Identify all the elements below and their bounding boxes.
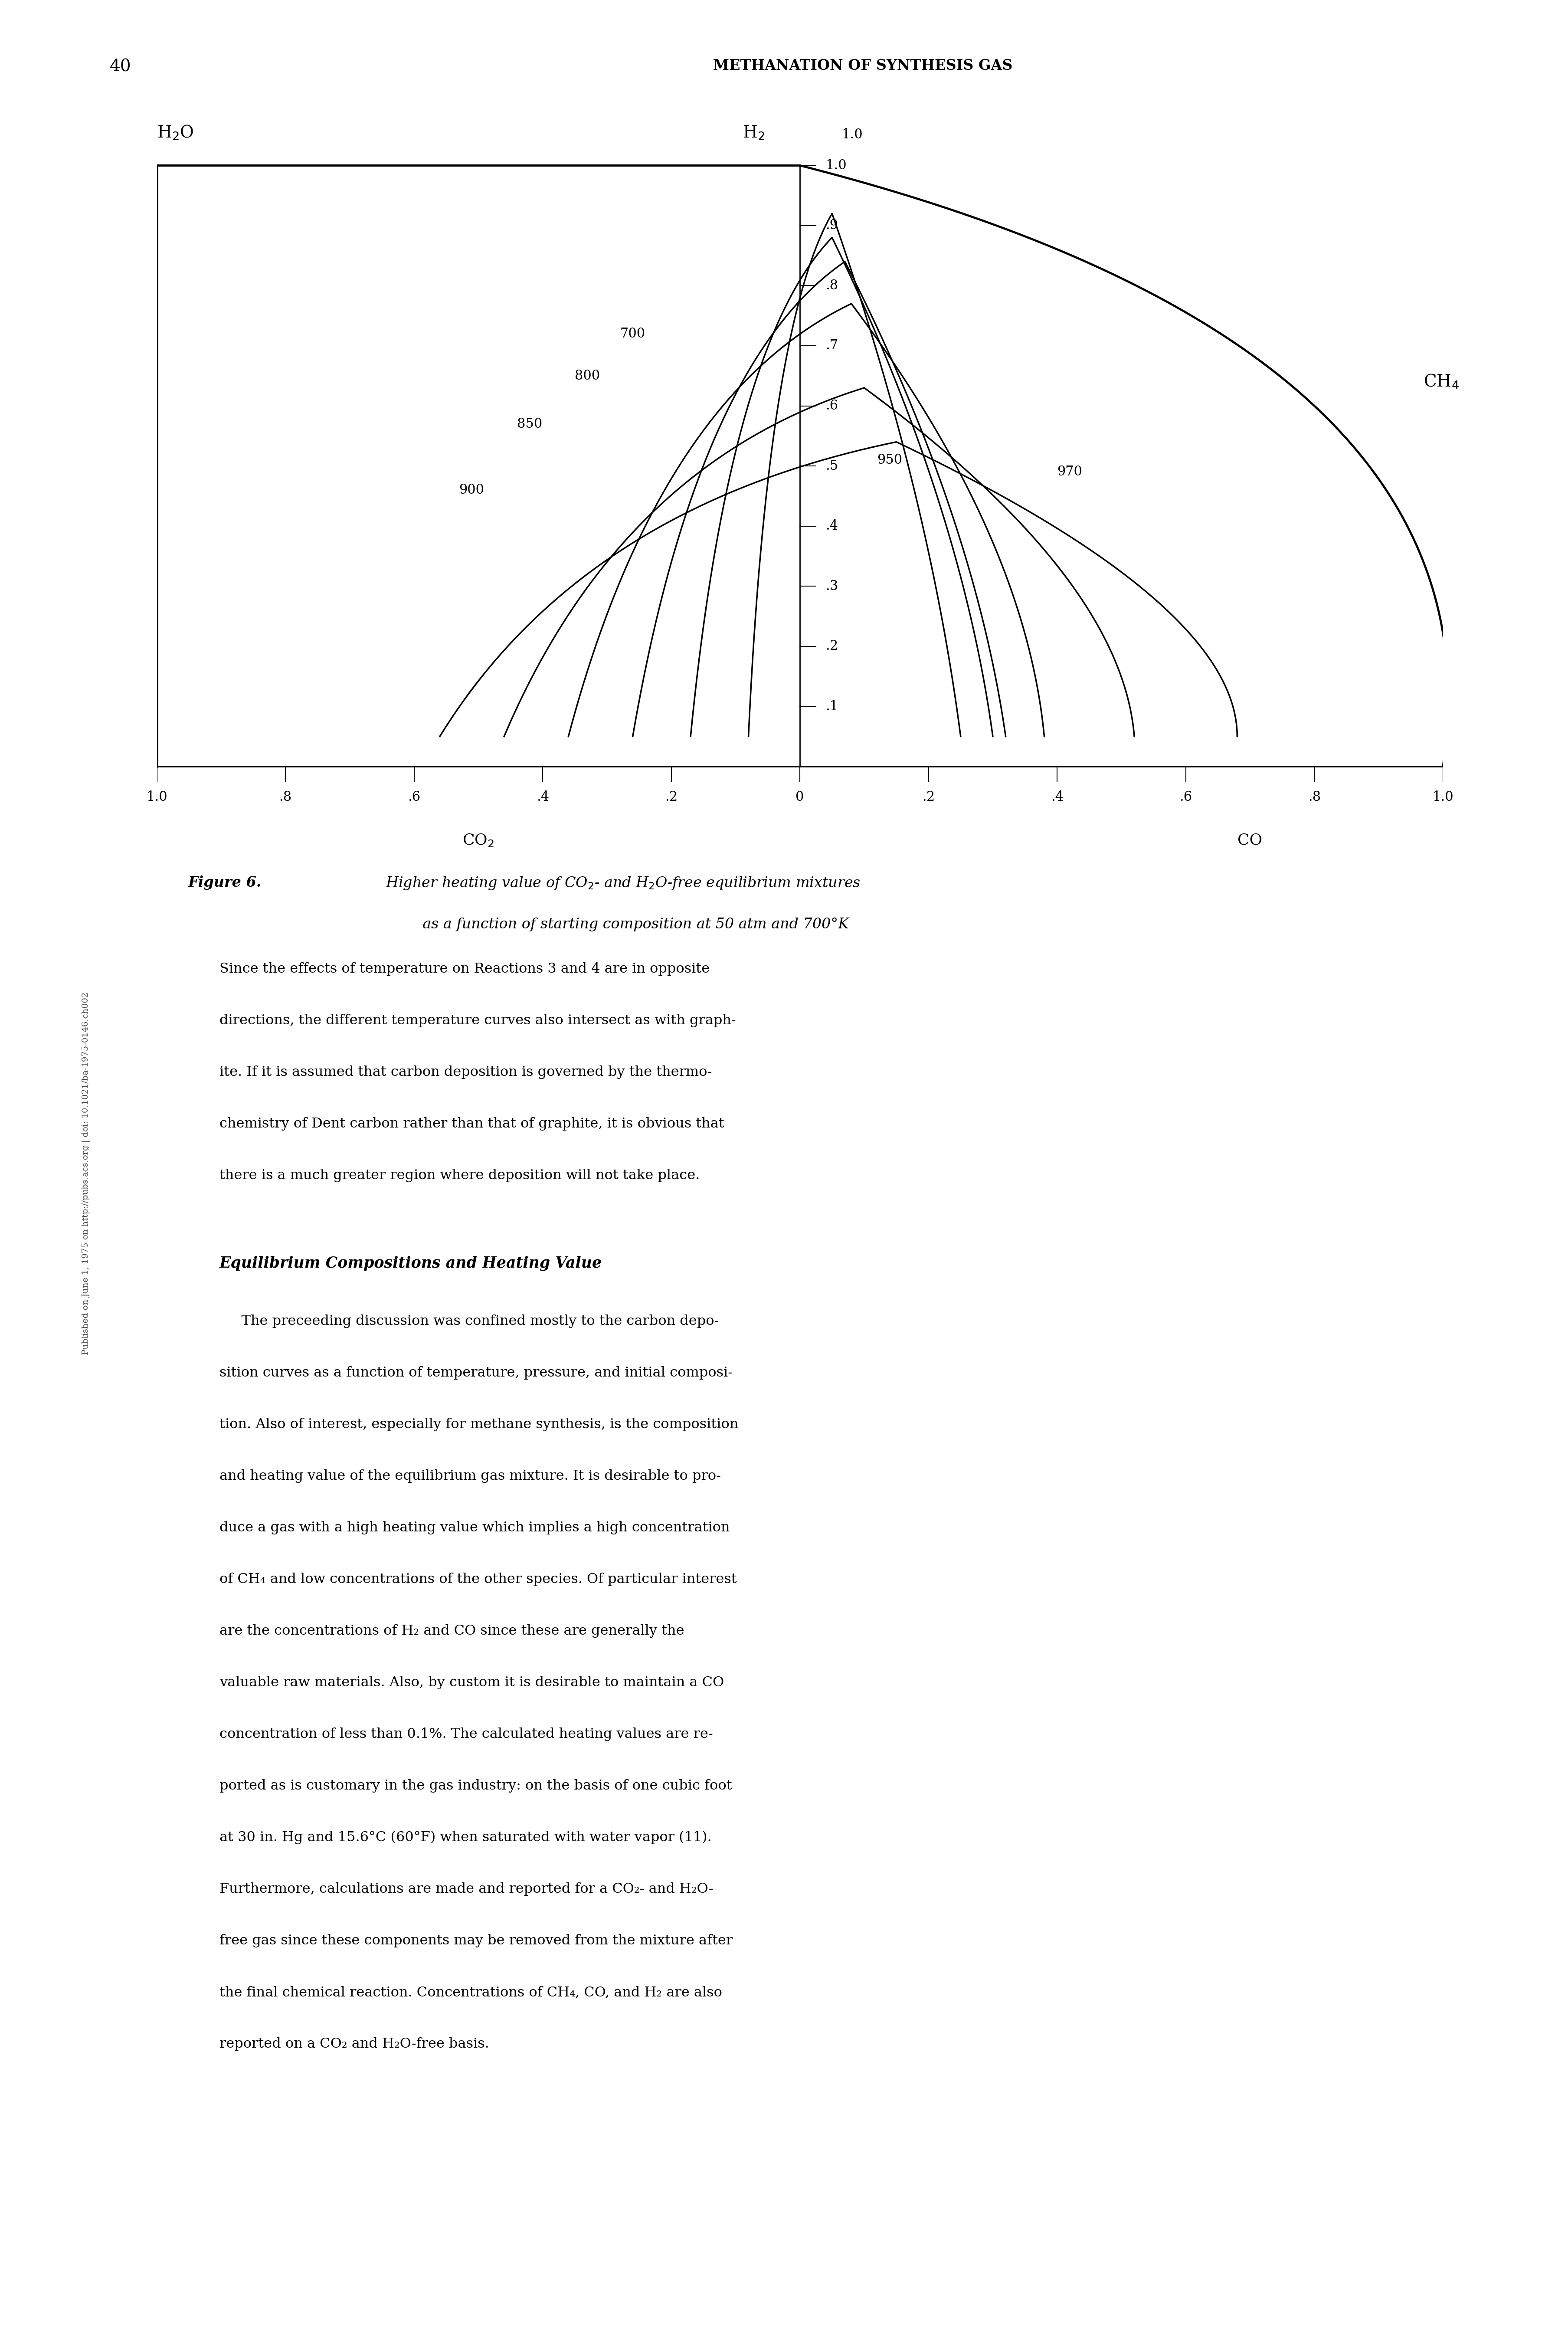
Text: .2: .2 [922, 791, 935, 805]
Text: the final chemical reaction. Concentrations of CH₄, CO, and H₂ are also: the final chemical reaction. Concentrati… [220, 1986, 723, 2000]
Text: Higher heating value of CO$_2$- and H$_2$O-free equilibrium mixtures: Higher heating value of CO$_2$- and H$_2… [376, 875, 861, 892]
Text: 40: 40 [110, 59, 132, 75]
Text: reported on a CO₂ and H₂O-free basis.: reported on a CO₂ and H₂O-free basis. [220, 2037, 489, 2051]
Text: .2: .2 [665, 791, 677, 805]
Text: free gas since these components may be removed from the mixture after: free gas since these components may be r… [220, 1934, 732, 1948]
Text: are the concentrations of H₂ and CO since these are generally the: are the concentrations of H₂ and CO sinc… [220, 1624, 684, 1638]
Text: H$_2$: H$_2$ [742, 124, 764, 141]
Text: .8: .8 [825, 279, 837, 293]
Text: .4: .4 [825, 519, 837, 533]
Text: sition curves as a function of temperature, pressure, and initial composi-: sition curves as a function of temperatu… [220, 1366, 732, 1380]
Text: Since the effects of temperature on Reactions 3 and 4 are in opposite: Since the effects of temperature on Reac… [220, 962, 710, 976]
Text: .6: .6 [825, 399, 837, 413]
Text: CO$_2$: CO$_2$ [463, 833, 494, 847]
Text: .6: .6 [1179, 791, 1192, 805]
Text: 950: 950 [877, 453, 902, 467]
Text: chemistry of Dent carbon rather than that of graphite, it is obvious that: chemistry of Dent carbon rather than tha… [220, 1117, 724, 1131]
Text: .7: .7 [825, 338, 837, 352]
Text: .9: .9 [825, 218, 837, 232]
Text: .4: .4 [1051, 791, 1063, 805]
Text: .2: .2 [825, 641, 837, 652]
Text: .6: .6 [408, 791, 420, 805]
Text: ite. If it is assumed that carbon deposition is governed by the thermo-: ite. If it is assumed that carbon deposi… [220, 1066, 712, 1080]
Text: CH$_4$: CH$_4$ [1424, 373, 1458, 390]
Text: Equilibrium Compositions and Heating Value: Equilibrium Compositions and Heating Val… [220, 1256, 602, 1270]
Text: duce a gas with a high heating value which implies a high concentration: duce a gas with a high heating value whi… [220, 1521, 729, 1535]
Text: .8: .8 [1308, 791, 1320, 805]
Text: 0: 0 [795, 791, 804, 805]
Text: 800: 800 [574, 368, 601, 383]
Text: at 30 in. Hg and 15.6°C (60°F) when saturated with water vapor (11).: at 30 in. Hg and 15.6°C (60°F) when satu… [220, 1831, 712, 1845]
Text: Figure 6.: Figure 6. [188, 875, 262, 890]
Text: tion. Also of interest, especially for methane synthesis, is the composition: tion. Also of interest, especially for m… [220, 1418, 739, 1432]
Text: The preceeding discussion was confined mostly to the carbon depo-: The preceeding discussion was confined m… [220, 1314, 718, 1328]
Text: directions, the different temperature curves also intersect as with graph-: directions, the different temperature cu… [220, 1014, 735, 1028]
Text: concentration of less than 0.1%. The calculated heating values are re-: concentration of less than 0.1%. The cal… [220, 1727, 713, 1741]
Text: 700: 700 [619, 326, 644, 340]
Text: .8: .8 [279, 791, 292, 805]
Text: as a function of starting composition at 50 atm and 700°K: as a function of starting composition at… [376, 918, 848, 932]
Text: valuable raw materials. Also, by custom it is desirable to maintain a CO: valuable raw materials. Also, by custom … [220, 1676, 724, 1690]
Text: Published on June 1, 1975 on http://pubs.acs.org | doi: 10.1021/ba-1975-0146.ch0: Published on June 1, 1975 on http://pubs… [82, 993, 91, 1354]
Text: ported as is customary in the gas industry: on the basis of one cubic foot: ported as is customary in the gas indust… [220, 1779, 732, 1793]
Text: .4: .4 [536, 791, 549, 805]
Text: .1: .1 [825, 699, 837, 713]
Text: .5: .5 [825, 460, 837, 472]
Text: 1.0: 1.0 [1432, 791, 1454, 805]
Text: .3: .3 [825, 580, 837, 594]
Text: of CH₄ and low concentrations of the other species. Of particular interest: of CH₄ and low concentrations of the oth… [220, 1572, 737, 1587]
Text: 970: 970 [1057, 465, 1082, 479]
Text: 1.0: 1.0 [825, 160, 847, 171]
Text: there is a much greater region where deposition will not take place.: there is a much greater region where dep… [220, 1169, 699, 1183]
Text: METHANATION OF SYNTHESIS GAS: METHANATION OF SYNTHESIS GAS [713, 59, 1011, 73]
Text: 900: 900 [459, 483, 485, 498]
Text: Furthermore, calculations are made and reported for a CO₂- and H₂O-: Furthermore, calculations are made and r… [220, 1882, 713, 1896]
Text: H$_2$O: H$_2$O [157, 124, 193, 141]
Text: and heating value of the equilibrium gas mixture. It is desirable to pro-: and heating value of the equilibrium gas… [220, 1469, 721, 1483]
Text: 1.0: 1.0 [146, 791, 168, 805]
Text: 1.0: 1.0 [842, 129, 862, 141]
Text: CO: CO [1237, 833, 1262, 847]
Text: 850: 850 [517, 418, 543, 430]
